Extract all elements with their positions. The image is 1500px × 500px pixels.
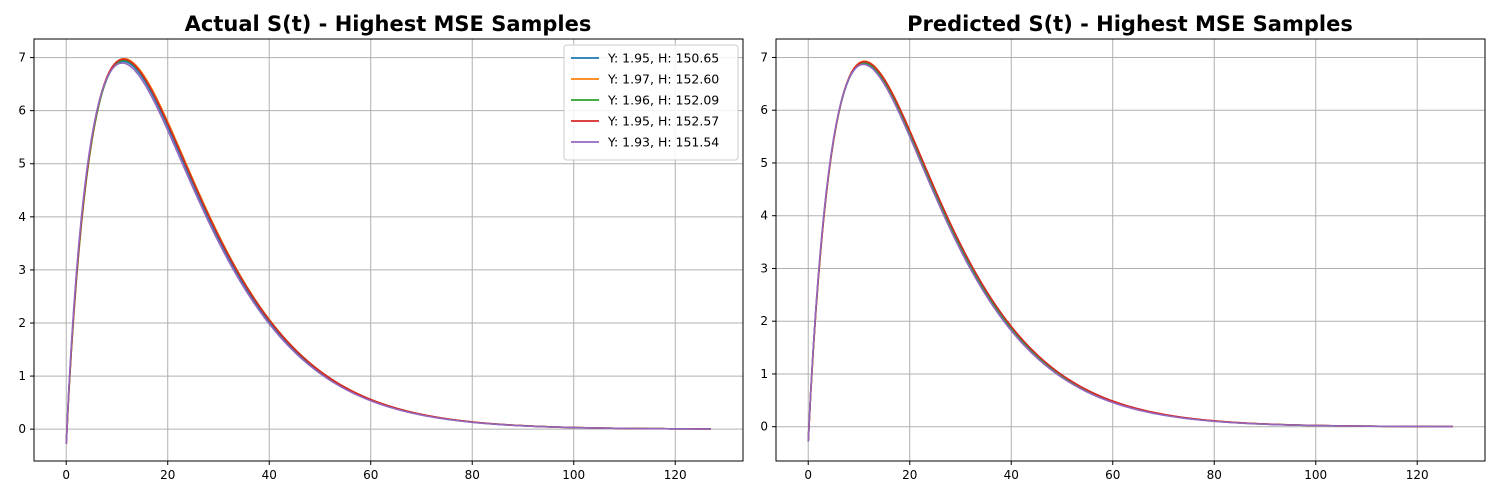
y-tick-label: 7 xyxy=(18,51,26,65)
y-tick-label: 6 xyxy=(18,104,26,118)
x-tick-label: 120 xyxy=(1406,468,1429,482)
legend-entry: Y: 1.96, H: 152.09 xyxy=(607,93,719,108)
legend-entry: Y: 1.95, H: 152.57 xyxy=(607,114,719,129)
chart-title: Actual S(t) - Highest MSE Samples xyxy=(185,12,592,36)
actual-chart: Actual S(t) - Highest MSE Samples 0 20 40 6… xyxy=(18,12,744,482)
y-tick-label: 3 xyxy=(18,263,26,277)
y-tick-label: 4 xyxy=(18,210,26,224)
predicted-chart: Predicted S(t) - Highest MSE Samples 0 20… xyxy=(760,12,1486,482)
x-tick-label: 0 xyxy=(804,468,812,482)
y-tick-label: 5 xyxy=(18,157,26,171)
y-tick-label: 4 xyxy=(760,209,768,223)
y-tick-label: 2 xyxy=(760,314,768,328)
legend-entry: Y: 1.97, H: 152.60 xyxy=(607,72,719,87)
x-tick-label: 40 xyxy=(262,468,277,482)
x-tick-label: 20 xyxy=(160,468,175,482)
legend-box xyxy=(563,44,739,161)
y-tick-label: 2 xyxy=(18,316,26,330)
y-tick-label: 6 xyxy=(760,103,768,117)
series-line-5 xyxy=(807,63,1453,442)
x-tick-label: 120 xyxy=(664,468,687,482)
series-line-5 xyxy=(65,62,711,445)
legend-entry: Y: 1.95, H: 150.65 xyxy=(607,51,719,66)
legend: Y: 1.95, H: 150.65 Y: 1.97, H: 152.60 Y: 1… xyxy=(563,44,739,161)
y-tick-label: 1 xyxy=(760,367,768,381)
y-tick-label: 5 xyxy=(760,156,768,170)
y-tick-label: 0 xyxy=(760,420,768,434)
legend-entry: Y: 1.93, H: 151.54 xyxy=(607,135,719,150)
y-tick-label: 3 xyxy=(760,261,768,275)
x-tick-label: 80 xyxy=(465,468,480,482)
x-tick-label: 100 xyxy=(562,468,585,482)
x-tick-label: 100 xyxy=(1304,468,1327,482)
plot-frame xyxy=(33,38,744,462)
y-tick-label: 0 xyxy=(18,422,26,436)
x-tick-label: 80 xyxy=(1207,468,1222,482)
chart-title: Predicted S(t) - Highest MSE Samples xyxy=(907,12,1353,36)
y-tick-label: 7 xyxy=(760,50,768,64)
x-tick-label: 40 xyxy=(1004,468,1019,482)
plot-frame xyxy=(775,38,1486,462)
x-tick-label: 60 xyxy=(1105,468,1120,482)
x-tick-label: 20 xyxy=(902,468,917,482)
x-tick-label: 60 xyxy=(363,468,378,482)
x-tick-label: 0 xyxy=(62,468,70,482)
y-tick-label: 1 xyxy=(18,369,26,383)
